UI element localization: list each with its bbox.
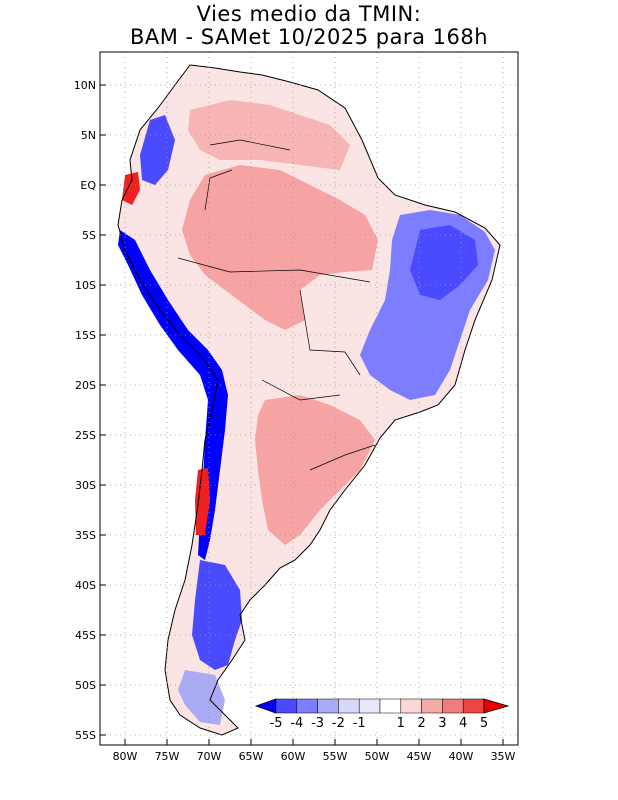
colorbar-swatch [338,698,360,714]
colorbar-swatch [462,698,485,714]
lat-axis [100,84,106,736]
colorbar-swatch [421,698,443,714]
colorbar-label: 2 [417,716,425,731]
bias-field [118,65,500,735]
warm-region-south [255,395,375,545]
lon-tick: 50W [365,750,390,763]
lon-tick: 35W [491,750,516,763]
colorbar-swatch [379,698,402,714]
colorbar-arrow-right [483,698,510,714]
lat-tick: 5N [81,129,96,142]
cold-region-southern-tip [178,670,225,725]
colorbar-swatch [442,698,464,714]
colorbar-label: 1 [397,716,405,731]
cold-region-andes-upper [140,115,175,185]
cold-region-patagonia [192,560,242,670]
colorbar-label: -1 [353,716,366,731]
lat-tick: 20S [75,379,96,392]
colorbar-label: 4 [459,716,467,731]
map-frame [99,51,519,746]
lat-tick: 40S [75,579,96,592]
colorbar-swatch [400,698,422,714]
lon-axis [124,739,504,745]
colorbar-label: -3 [311,716,324,731]
map-title-line2: BAM - SAMet 10/2025 para 168h [129,25,489,49]
colorbar-swatch [317,698,339,714]
lat-tick: 55S [75,729,96,742]
lat-tick: 35S [75,529,96,542]
colorbar-label: 3 [438,716,446,731]
country-borders [177,139,376,471]
colorbar-label: -4 [290,716,303,731]
lon-tick: 75W [155,750,180,763]
lon-tick: 55W [323,750,348,763]
lon-tick: 70W [197,750,222,763]
grid-lines [100,52,518,745]
lat-tick: 15S [75,329,96,342]
colorbar: -5 -4 -3 -2 -1 1 2 3 4 5 [254,698,510,731]
lat-tick: 25S [75,429,96,442]
warm-region-amazon [182,165,378,330]
cold-region-andes [118,230,228,560]
lon-tick: 40W [449,750,474,763]
colorbar-label: 5 [480,716,488,731]
warm-spot-ecuador [122,172,140,205]
lat-tick: 10N [74,79,96,92]
colorbar-swatch [358,698,381,714]
lon-tick: 45W [407,750,432,763]
warm-spot-chile [195,468,210,535]
colorbar-label: -5 [270,716,283,731]
lon-tick: 80W [113,750,138,763]
map-title-line1: Vies medio da TMIN: [196,2,422,26]
warm-region-north [188,100,350,170]
lat-tick: 45S [75,629,96,642]
colorbar-swatch [275,698,298,714]
colorbar-swatch [296,698,318,714]
lat-tick: 10S [75,279,96,292]
lat-tick: 30S [75,479,96,492]
coastline [117,64,501,736]
colorbar-label: -2 [332,716,345,731]
lat-tick: 50S [75,679,96,692]
lat-tick: EQ [80,179,96,192]
cold-region-northeast-core [410,225,478,300]
lon-tick: 60W [281,750,306,763]
lat-tick: 5S [82,229,96,242]
lon-tick: 65W [239,750,264,763]
